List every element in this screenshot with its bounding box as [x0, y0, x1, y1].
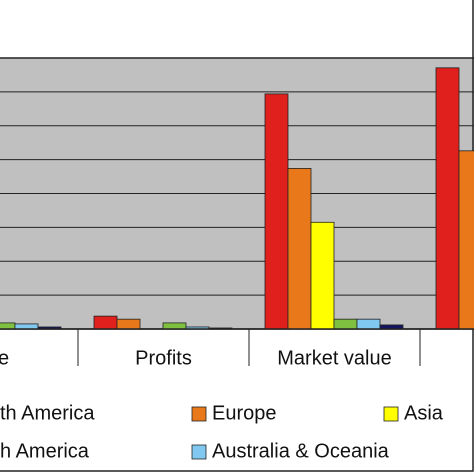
bar [458, 150, 474, 330]
legend-label: Asia [404, 402, 444, 424]
bar [356, 318, 381, 330]
legend-label: Europe [212, 402, 277, 424]
x-tick-label: nue [0, 347, 9, 369]
bar [264, 93, 289, 330]
bar [14, 323, 39, 330]
bar [333, 318, 358, 330]
legend-swatch [191, 406, 207, 422]
bar [0, 322, 16, 330]
legend-label: Australia & Oceania [212, 440, 390, 462]
x-tick-label: Profits [135, 347, 192, 369]
bar [287, 168, 312, 330]
legend-swatch [383, 406, 399, 422]
bar [435, 67, 460, 330]
bar [116, 318, 141, 330]
legend-label: h America [0, 440, 90, 462]
x-tick-label: Market value [277, 347, 392, 369]
legend-label: th America [0, 402, 95, 424]
legend-swatch [191, 444, 207, 460]
bar [93, 315, 118, 330]
bar [162, 322, 187, 330]
bar [310, 221, 335, 330]
